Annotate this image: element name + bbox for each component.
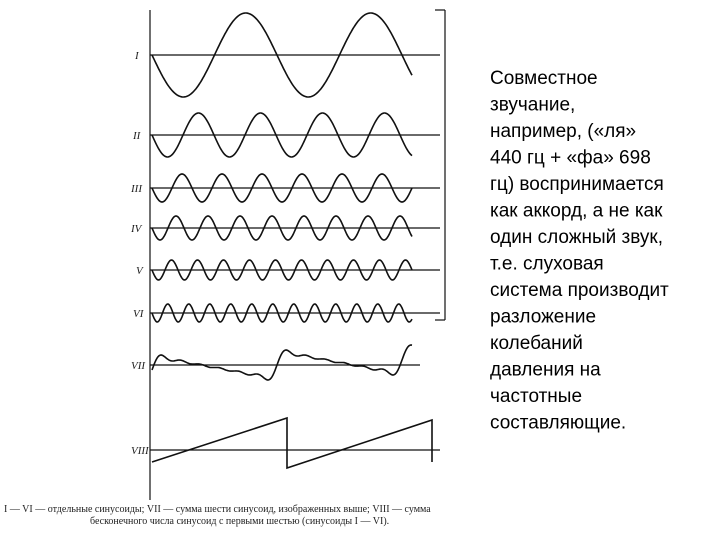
sine-wave — [151, 173, 413, 203]
paragraph-line: как аккорд, а не как — [490, 201, 663, 222]
wave-label: VI — [133, 308, 145, 320]
paragraph-line: колебаний — [490, 333, 583, 354]
paragraph-line: звучание, — [490, 95, 575, 116]
wave-label: VIII — [131, 445, 150, 457]
paragraph-line: Совместное — [490, 68, 598, 89]
paragraph-line: система производит — [490, 280, 669, 301]
sine-wave — [151, 12, 413, 98]
paragraph-line: 440 гц + «фа» 698 — [490, 148, 651, 169]
sine-wave — [151, 259, 413, 281]
sine-wave — [151, 112, 413, 158]
caption-line: I — VI — отдельные синусоиды; VII — сумм… — [4, 504, 431, 515]
paragraph-line: составляющие. — [490, 413, 626, 434]
paragraph-line: давления на — [490, 360, 601, 381]
wave-label: I — [134, 50, 140, 62]
sawtooth-wave — [151, 416, 433, 470]
waveform-figure — [149, 9, 446, 500]
paragraph-line: частотные — [490, 386, 582, 407]
wave-label: III — [130, 183, 143, 195]
sine-wave — [151, 303, 413, 323]
sum-wave — [151, 344, 413, 381]
wave-label: V — [136, 265, 144, 277]
paragraph-line: гц) воспринимается — [490, 174, 664, 195]
paragraph-line: т.е. слуховая — [490, 254, 604, 275]
paragraph-line: например, («ля» — [490, 121, 636, 142]
wave-label: IV — [130, 223, 143, 235]
caption-line: бесконечного числа синусоид с первыми ше… — [90, 516, 389, 527]
paragraph-line: один сложный звук, — [490, 227, 663, 248]
sine-wave — [151, 215, 413, 241]
wave-label: VII — [131, 360, 146, 372]
paragraph-line: разложение — [490, 307, 596, 328]
wave-label: II — [132, 130, 142, 142]
